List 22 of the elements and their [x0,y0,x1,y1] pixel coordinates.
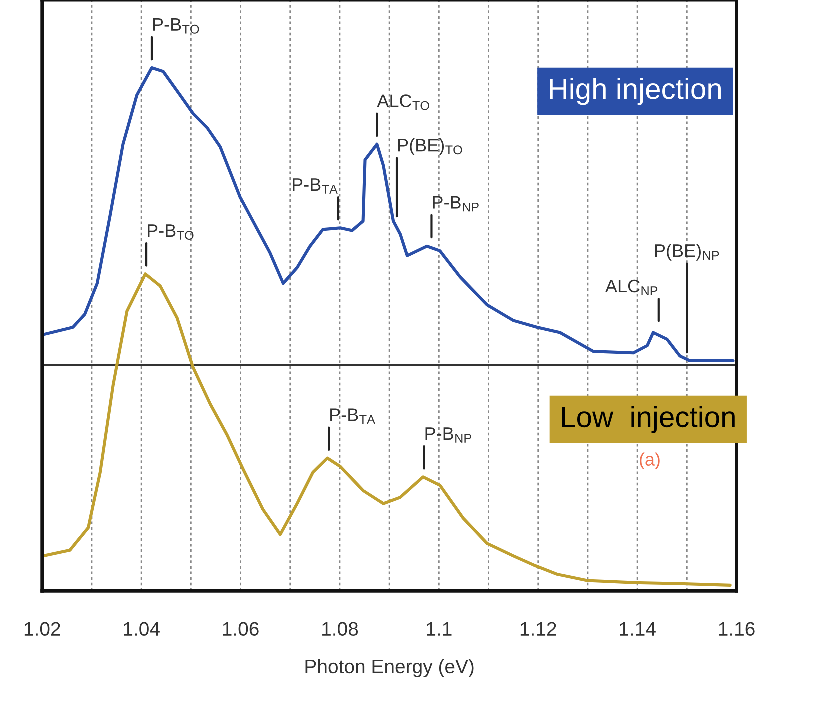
annotation: P(BE)$_{TO}$ [398,138,462,156]
annotation: P(BE)$_{NP}$ [655,244,720,261]
annotation: P-B$_{TO}$ [148,224,194,240]
annotation: P-B$_{NP}$ [433,196,479,212]
annotation: P-B$_{TO}$ [153,18,200,34]
annotation: (a) [640,452,660,470]
x-axis-title: Photon Energy (eV) [306,659,474,678]
x-tick-label: 1.06 [223,622,259,636]
annotation: P-B$_{TA}$ [293,178,338,194]
annotation: ALC$_{NP}$ [605,280,658,296]
text: High injection [550,78,721,106]
x-tick-label: 1.02 [24,622,60,636]
x-tick-label: 1.12 [520,622,556,636]
x-tick-label: 1.04 [124,622,160,636]
annotation: P-B$_{TA}$ [330,408,376,424]
x-tick-label: 1.1 [427,622,452,636]
annotation: P-B$_{NP}$ [426,428,472,443]
x-tick-label: 1.08 [322,622,358,636]
annotation: ALC$_{TO}$ [377,94,430,110]
x-tick-label: 1.14 [620,622,656,636]
text: Low injection [562,406,735,434]
x-tick-label: 1.16 [719,622,755,636]
